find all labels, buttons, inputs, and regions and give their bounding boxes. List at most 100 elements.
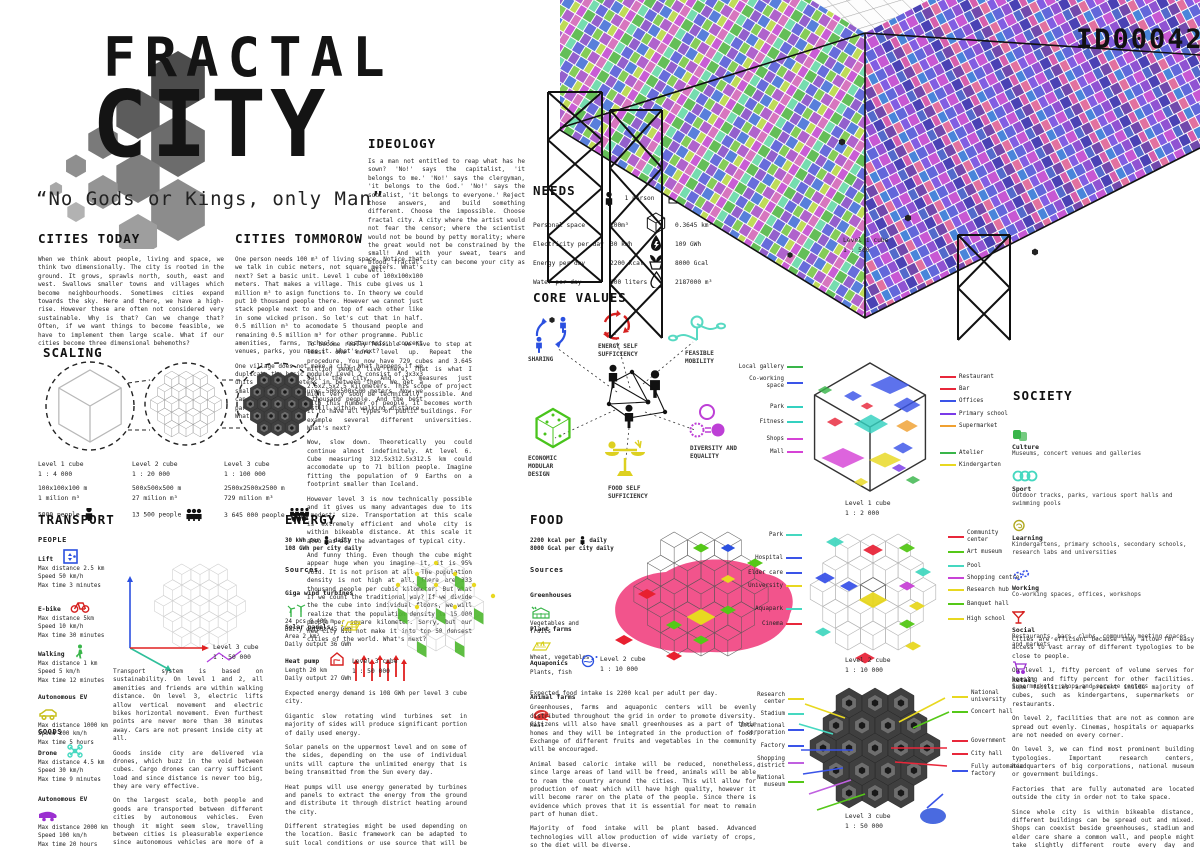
- diagram-label: Bar: [940, 386, 1012, 393]
- food-stat2: 8000 Gcal per city daily: [530, 546, 614, 552]
- core-values-diagram: [535, 310, 726, 476]
- energy-diagram: [353, 560, 496, 681]
- society-item-desc: Supermarkets, shops and service centers: [1012, 683, 1149, 690]
- ideology-body: Is a man not entitled to reap what has h…: [368, 158, 525, 275]
- food-sources-subheading: Sources: [530, 566, 564, 574]
- ebike-icon: [70, 602, 90, 613]
- diagram-name: Level 1 cube: [843, 237, 889, 244]
- diversity-and-equality-icon: [689, 404, 725, 438]
- diagram-scale: 1 : 50 000: [845, 822, 883, 830]
- scaling-level1-people-row: 5000 people: [38, 507, 94, 521]
- diagram-label: Shops: [735, 436, 803, 443]
- leader-line: [788, 728, 804, 731]
- diagram-label: National university: [952, 690, 1024, 704]
- hero-render: [547, 0, 1200, 341]
- leader-line: [787, 406, 803, 409]
- society-list: Culture Museums, concert venues and gall…: [1012, 424, 1194, 698]
- transport-diagram-caption: Level 3 cube 1 : 50 000: [213, 643, 259, 663]
- needs-row-person-value: 30 kWh: [610, 241, 633, 248]
- diagram-label: High school: [948, 616, 1020, 623]
- society-item-desc: Co-working spaces, offices, workshops: [1012, 592, 1142, 599]
- food-p2: Animal based caloric intake will be redu…: [530, 760, 756, 819]
- society-item-title: Sport: [1012, 484, 1032, 493]
- leader-line: [787, 451, 803, 454]
- energy-p0: Expected energy demand is 108 GWh per le…: [285, 690, 467, 706]
- water-drop-icon: [650, 271, 663, 288]
- render-caption: Level 1 cube 1 : 500: [843, 236, 889, 256]
- diagram-label: City hall: [952, 751, 1024, 758]
- mode-time: Max time 5 hours: [38, 739, 94, 746]
- scaling-level1-caption: Level 1 cube 1 : 4 000: [38, 460, 84, 480]
- diagram-label: Offices: [940, 398, 1012, 405]
- diagram-scale: 1 : 2 000: [845, 509, 880, 517]
- mode-name: Autonomous EV: [38, 796, 88, 803]
- needs-person-col-label: 1 person: [624, 195, 655, 202]
- leader-line: [948, 589, 964, 592]
- scaling-level1-name: Level 1 cube: [38, 461, 84, 468]
- diagram-label: Aquapark: [740, 606, 802, 613]
- source-line1: Area 2 km²: [285, 634, 320, 640]
- mode-speed: Speed 30 km/h: [38, 768, 84, 775]
- scaling-level2-people-row: 13 500 people: [132, 508, 203, 521]
- mode-distance: Max distance 1000 km: [38, 723, 108, 729]
- transport-mode-walking: Walking Max distance 1 km Speed 5 km/h M…: [38, 641, 112, 685]
- scaling-level1-scale: 1 : 4 000: [38, 470, 73, 478]
- food-p1: Greenhouses, farms and aquaponic centers…: [530, 704, 756, 754]
- scaling-heading: SCALING: [43, 345, 103, 360]
- scaling-level2-name: Level 2 cube: [132, 461, 178, 468]
- diagram-label: Banquet hall: [948, 601, 1020, 608]
- scaling-level2-scale: 1 : 20 000: [132, 470, 170, 478]
- lattice-towers: [547, 91, 1011, 341]
- gears-icon: [1013, 569, 1030, 581]
- culture-masks-icon: [1013, 429, 1027, 441]
- leader-line: [940, 376, 956, 379]
- diagram-name: Level 1 cube: [845, 500, 891, 507]
- diagram-label: Stadium: [742, 711, 804, 718]
- energy-p2: Solar panels on the uppermost level and …: [285, 743, 467, 777]
- cities-tomorrow-col2: To become really feasible we have to ste…: [307, 341, 472, 650]
- diagram-scale: 1 : 10 000: [845, 666, 883, 674]
- scaling-level1-people: 5000 people: [38, 511, 80, 518]
- leader-line: [940, 400, 956, 403]
- food-stat1-prefix: 2200 kcal per: [530, 538, 576, 544]
- transport-mode-ebike: E-bike Max distance 5km Speed 10 km/h Ma…: [38, 596, 112, 640]
- leader-line: [948, 535, 964, 538]
- transport-mode-autonomous-ev: Autonomous EV Max distance 1000 km Speed…: [38, 684, 114, 747]
- society-item-title: Working: [1012, 584, 1039, 593]
- needs-person-col: 1 person: [604, 188, 654, 207]
- transport-mode-autonomous-ev-goods: Autonomous EV Max distance 2000 km Speed…: [38, 786, 114, 848]
- diagram-label: Concert hall: [952, 709, 1024, 716]
- food-heading: FOOD: [530, 512, 565, 527]
- leader-line: [788, 780, 804, 783]
- food-source-animal-farms: Animal farms Meat: [530, 684, 600, 730]
- food-diagram: [615, 522, 793, 661]
- leader-line: [786, 623, 802, 626]
- diagram-scale: 1 : 50 000: [213, 653, 251, 661]
- leader-line: [952, 753, 968, 756]
- scaling-level3-people-row: 3 645 000 people: [224, 507, 310, 522]
- mode-time: Max time 12 minutes: [38, 677, 105, 684]
- mode-speed: Speed 200 km/h: [38, 731, 87, 738]
- leader-line: [786, 572, 802, 575]
- energy-stat1-prefix: 30 kWh per: [285, 538, 320, 544]
- leader-line: [940, 464, 956, 467]
- scaling-level3-stats: 2500x2500x2500 m 729 milion m³ 3 645 000…: [224, 484, 310, 522]
- leader-line: [788, 697, 804, 700]
- diagram-label: International corporation: [740, 723, 804, 737]
- leader-line: [948, 603, 964, 606]
- leader-line: [940, 413, 956, 416]
- scaling-level2-dim: 500x500x500 m: [132, 485, 182, 492]
- source-desc: Meat: [530, 723, 544, 729]
- leader-line: [940, 425, 956, 428]
- meat-icon: [533, 709, 551, 721]
- leader-line: [786, 608, 802, 611]
- shopping-cart-icon: [1013, 660, 1027, 674]
- transport-mode-lift: Lift Max distance 2.5 km Speed 50 km/h M…: [38, 546, 112, 590]
- ideology-heading: IDEOLOGY: [368, 136, 437, 151]
- scaling-level1-stats: 100x100x100 m 1 milion m³ 5000 people: [38, 484, 94, 521]
- core-value-food-label: FOOD SELF SUFFICIENCY: [608, 485, 648, 500]
- people-network: [606, 364, 668, 429]
- energy-stat1: 30 kWh per daily: [285, 536, 351, 545]
- society-p6: Since whole city is within bikeable dist…: [1012, 808, 1194, 848]
- society-item-working: Working Co-working spaces, offices, work…: [1012, 565, 1194, 600]
